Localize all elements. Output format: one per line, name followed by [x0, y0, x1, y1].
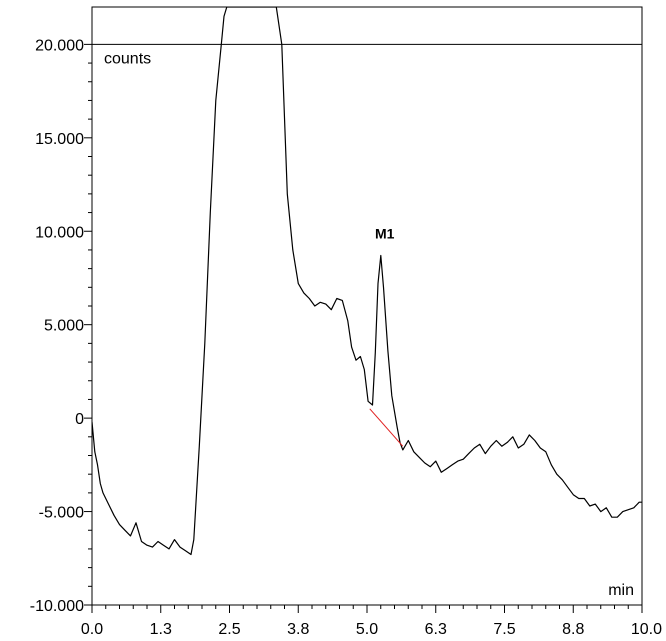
x-tick-label: 1.3: [150, 621, 172, 638]
y-tick-label: -5.000: [39, 505, 84, 522]
x-tick-label: 5.0: [356, 621, 378, 638]
peak-label: M1: [375, 226, 395, 242]
trace-group: [92, 7, 642, 556]
x-axis: 0.0 1.3 2.5 3.8 5.0 6.3 7.5 8.8 10.0: [81, 605, 662, 638]
baseline-group: [369, 408, 404, 447]
plot-border: [91, 6, 643, 606]
signal-trace: [92, 7, 642, 556]
x-tick-label: 7.5: [493, 621, 515, 638]
y-tick-label: 0: [75, 411, 84, 428]
y-tick-label: 15.000: [35, 131, 84, 148]
y-tick-label: -10.000: [30, 598, 84, 615]
y-tick-label: 5.000: [44, 318, 84, 335]
x-axis-unit-label: min: [608, 582, 634, 599]
y-tick-label: 10.000: [35, 224, 84, 241]
annotation-group: M1: [375, 226, 395, 242]
x-tick-label: 8.8: [562, 621, 584, 638]
x-tick-label: 0.0: [81, 621, 103, 638]
x-tick-label: 10.0: [631, 621, 662, 638]
x-tick-label: 3.8: [287, 621, 309, 638]
y-axis-unit-label: counts: [104, 50, 151, 67]
y-axis: -10.000 -5.000 0 5.000 10.000 15.000 20.000: [30, 37, 92, 615]
plot-frame: [91, 6, 643, 606]
y-tick-label: 20.000: [35, 37, 84, 54]
peak-baseline: [369, 408, 404, 447]
x-tick-label: 2.5: [218, 621, 240, 638]
x-tick-label: 6.3: [425, 621, 447, 638]
